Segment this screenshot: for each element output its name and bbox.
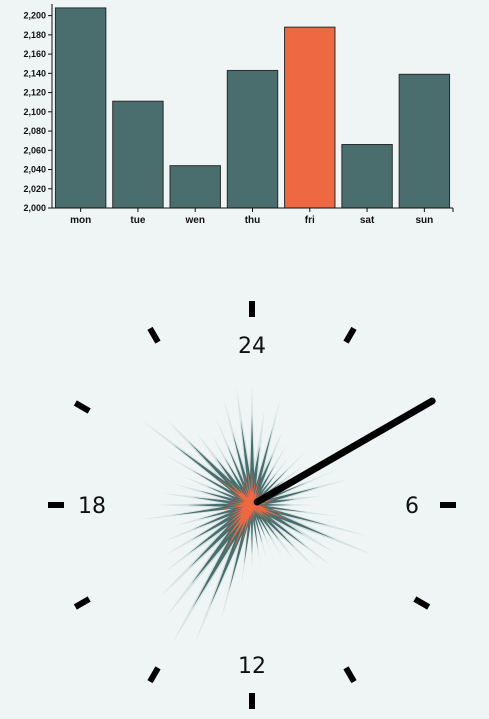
bar-mon bbox=[54, 7, 107, 209]
clock-tick-2 bbox=[343, 326, 357, 344]
radial-series-2 bbox=[216, 467, 289, 553]
y-axis: 2,000 2,020 2,040 2,060 2,080 2,100 2,120 2,140… bbox=[23, 4, 53, 213]
radial-areas bbox=[140, 385, 373, 644]
y-tick-label: 2,040 bbox=[23, 165, 46, 175]
y-tick-label: 2,180 bbox=[23, 30, 46, 40]
clock-hand bbox=[253, 397, 436, 506]
hour-label-18: 18 bbox=[78, 494, 106, 519]
y-tick-label: 2,020 bbox=[23, 184, 46, 194]
y-tick-label: 2,160 bbox=[23, 49, 46, 59]
x-tick-label-mon: mon bbox=[70, 215, 91, 226]
y-tick-label: 2,120 bbox=[23, 88, 46, 98]
y-tick-label: 2,100 bbox=[23, 107, 46, 117]
bar-tue bbox=[112, 100, 164, 209]
bars bbox=[54, 7, 451, 209]
x-tick-label-sun: sun bbox=[415, 215, 433, 226]
clock-hand-group bbox=[253, 397, 436, 506]
clock-tick-10 bbox=[343, 666, 357, 684]
x-tick-label-wen: wen bbox=[184, 215, 204, 226]
bar-sat bbox=[341, 144, 393, 209]
clock-tick-14 bbox=[147, 666, 161, 684]
bar-wen bbox=[169, 165, 221, 209]
y-tick-label: 2,000 bbox=[23, 203, 46, 213]
y-tick-label: 2,060 bbox=[23, 145, 46, 155]
clock-tick-16 bbox=[73, 596, 91, 610]
bar-thu bbox=[226, 69, 279, 209]
bar-sun bbox=[398, 73, 451, 209]
bar-fri bbox=[284, 26, 336, 209]
x-tick-label-thu: thu bbox=[245, 215, 261, 226]
hour-label-12: 12 bbox=[238, 654, 266, 679]
x-tick-label-sat: sat bbox=[360, 215, 375, 226]
clock-tick-22 bbox=[147, 326, 161, 344]
clock-tick-20 bbox=[73, 400, 91, 414]
radial-hour-chart: 24 6 12 18 bbox=[48, 301, 456, 709]
clock-hour-labels: 24 6 12 18 bbox=[78, 334, 419, 679]
y-tick-label: 2,080 bbox=[23, 126, 46, 136]
x-tick-label-tue: tue bbox=[130, 215, 145, 226]
y-tick-label: 2,140 bbox=[23, 68, 46, 78]
bar-chart: 2,000 2,020 2,040 2,060 2,080 2,100 2,120 2,140… bbox=[23, 4, 454, 226]
x-axis: mon tue wen thu fri sat sun bbox=[52, 207, 454, 226]
hour-label-6: 6 bbox=[405, 494, 419, 519]
y-tick-label: 2,200 bbox=[23, 11, 46, 21]
x-tick-label-fri: fri bbox=[305, 215, 315, 226]
clock-tick-8 bbox=[413, 596, 431, 610]
hour-label-0: 24 bbox=[238, 334, 266, 359]
